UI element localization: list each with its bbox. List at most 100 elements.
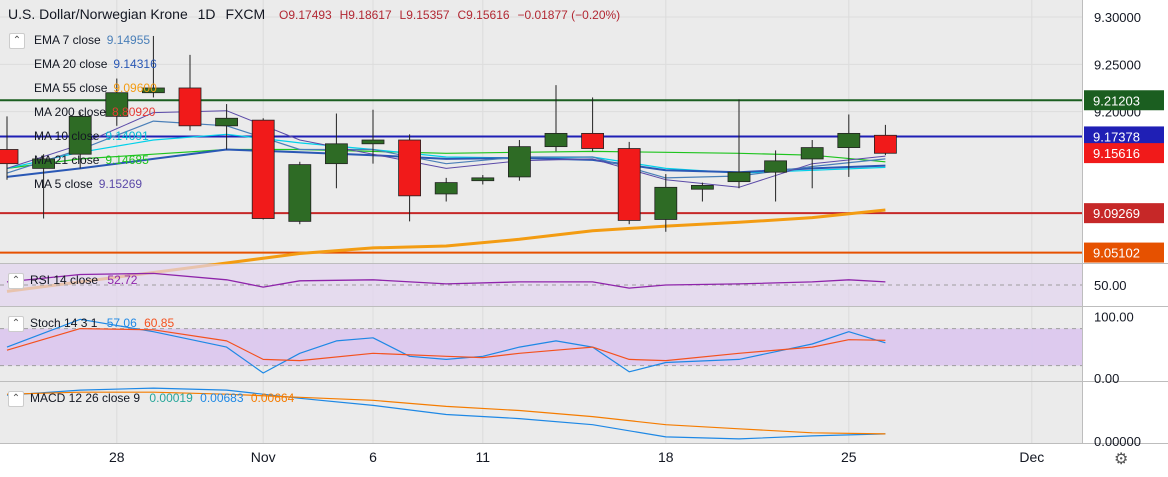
macd-hist-value: 0.00019 [149,391,193,406]
candle-body-20 [727,171,751,183]
price-label-bg-0 [1084,90,1164,111]
candle-body-13 [471,177,495,182]
candle-body-0 [0,149,19,165]
candle-body-17 [617,148,641,221]
legend-ema55[interactable]: EMA 55 close 9.09600 [34,81,157,95]
candle-body-8 [288,164,312,222]
price-tick-0: 9.30000 [1094,10,1141,25]
stoch-tick-bottom: 0.00 [1094,371,1119,386]
stoch-legend[interactable]: ⌃ Stoch 14 3 1 57.06 60.85 [8,316,174,332]
macd-line-value: 0.00683 [200,391,244,406]
legend-ma10[interactable]: MA 10 close 9.14091 [34,129,149,143]
legend-ema55-value: 9.09600 [113,81,157,95]
macd-label: MACD 12 26 close 9 [30,391,141,406]
ohlc-close: C9.15616 [457,8,510,22]
candle-body-16 [581,132,604,149]
legend-ema20[interactable]: EMA 20 close 9.14316 [34,57,157,71]
stoch-tick-top: 100.00 [1094,309,1134,324]
ohlc-open: O9.17493 [279,8,332,22]
price-label-bg-1 [1084,126,1164,147]
legend-ema7[interactable]: EMA 7 close 9.14955 [34,33,150,47]
legend-ma200-label: MA 200 close [34,105,107,119]
price-label-bg-2 [1084,143,1164,164]
ohlc-high: H9.18617 [339,8,392,22]
symbol-title: U.S. Dollar/Norwegian Krone [8,6,188,22]
rsi-legend[interactable]: ⌃ RSI 14 close 52.72 [8,273,137,289]
price-label-0: 9.21203 [1093,93,1140,108]
candle-body-6 [215,117,239,127]
candle-body-9 [324,143,348,165]
plot-background [0,0,1082,443]
stoch-d-value: 60.85 [144,316,175,331]
time-axis-background [0,443,1168,472]
candle-body-5 [178,87,202,127]
signal-line [6,391,886,435]
stoch-d-line [6,328,886,362]
collapse-legend-icon[interactable]: ⌃ [9,33,25,49]
macd-line [6,387,886,440]
ohlc-change: −0.01877 (−0.20%) [517,8,621,22]
legend-ma21[interactable]: MA 21 close 9.14685 [34,153,149,167]
stoch-k-value: 57.06 [106,316,137,331]
legend-ma10-label: MA 10 close [34,129,100,143]
legend-ma200-value: 8.80920 [112,105,156,119]
stoch-k-line [6,318,886,374]
macd-legend[interactable]: ⌃ MACD 12 26 close 9 0.00019 0.00683 0.00… [8,391,294,407]
symbol-header: U.S. Dollar/Norwegian Krone 1D FXCM O9.1… [8,6,620,22]
ohlc-low: L9.15357 [399,8,450,22]
time-tick-4: 18 [658,449,674,465]
macd-collapse-icon[interactable]: ⌃ [8,391,24,407]
legend-ma200[interactable]: MA 200 close 8.80920 [34,105,155,119]
candle-body-14 [507,146,531,178]
price-label-bg-3 [1084,203,1164,224]
legend-ema55-label: EMA 55 close [34,81,108,95]
candle-body-10 [361,139,385,145]
rsi-line [6,272,886,289]
legend-ma21-value: 9.14685 [105,153,149,167]
price-label-1: 9.17378 [1093,129,1140,144]
candle-body-23 [837,132,861,148]
price-label-4: 9.05102 [1093,246,1140,261]
macd-signal-value: 0.00664 [250,391,295,406]
price-label-bg-4 [1084,242,1164,263]
time-tick-6: Dec [1019,449,1044,465]
candle-body-18 [654,186,678,220]
rsi-band [0,264,1082,306]
stoch-label: Stoch 14 3 1 [30,316,98,331]
legend-ma21-label: MA 21 close [34,153,100,167]
candle-body-11 [398,139,422,197]
legend-ema7-label: EMA 7 close [34,33,101,47]
macd-tick: 0.00000 [1094,434,1141,449]
axis-background [1082,0,1168,472]
legend-ema20-value: 9.14316 [113,57,157,71]
price-label-3: 9.09269 [1093,206,1140,221]
stoch-collapse-icon[interactable]: ⌃ [8,316,24,332]
candle-body-24 [874,134,897,154]
time-tick-1: Nov [251,449,276,465]
candle-body-4 [141,87,165,94]
candle-body-19 [691,185,714,190]
legend-ema7-value: 9.14955 [106,33,151,47]
rsi-tick: 50.00 [1094,278,1127,293]
candle-body-15 [544,132,568,148]
candle-body-3 [105,92,129,117]
settings-gear-icon[interactable]: ⚙ [1114,451,1129,468]
rsi-collapse-icon[interactable]: ⌃ [8,273,24,289]
legend-ma10-value: 9.14091 [105,129,149,143]
interval-label: 1D [197,6,216,22]
candle-body-7 [251,119,275,219]
source-label: FXCM [225,6,266,22]
price-label-2: 9.15616 [1093,146,1140,161]
candle-body-12 [434,182,458,195]
time-tick-5: 25 [841,449,857,465]
price-tick-1: 9.25000 [1094,57,1141,72]
legend-ma5[interactable]: MA 5 close 9.15269 [34,177,142,191]
time-tick-3: 11 [476,449,491,465]
rsi-value: 52.72 [107,273,138,288]
candle-body-21 [764,160,787,173]
stoch-band [0,328,1082,366]
time-tick-2: 6 [369,449,377,465]
candle-body-22 [800,147,824,160]
